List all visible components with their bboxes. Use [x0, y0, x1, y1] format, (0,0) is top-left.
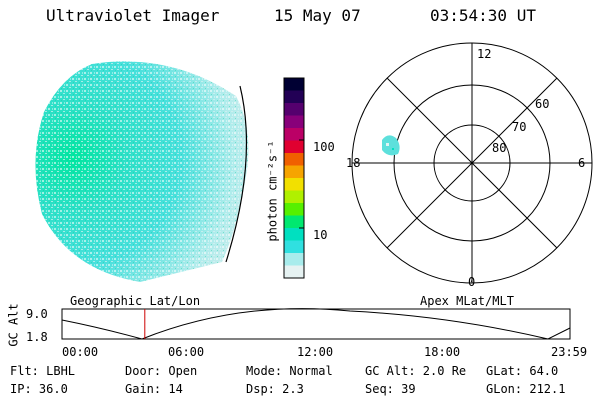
info-ip: IP: 36.0 — [10, 382, 68, 396]
time-tick-1200: 12:00 — [297, 345, 334, 359]
instrument-title: Ultraviolet Imager — [46, 6, 220, 25]
mlt-label-18: 18 — [346, 156, 361, 170]
auroral-blob — [382, 135, 400, 156]
colorbar-segment — [284, 215, 304, 229]
info-door: Door: Open — [125, 364, 198, 378]
colorbar-segment — [284, 103, 304, 116]
colorbar-segment — [284, 265, 304, 279]
mlat-label-60: 60 — [535, 97, 550, 111]
mlat-label-80: 80 — [492, 141, 507, 155]
colorbar-segment — [284, 128, 304, 141]
colorbar-tick-100: 100 — [313, 140, 335, 154]
mlat-label-70: 70 — [512, 120, 527, 134]
date-label: 15 May 07 — [274, 6, 361, 25]
colorbar-segment — [284, 240, 304, 254]
colorbar — [283, 77, 305, 279]
geographic-lat-lon-label: Geographic Lat/Lon — [70, 294, 201, 308]
gc-alt-min-label: 1.8 — [26, 330, 48, 344]
apex-mlat-mlt-label: Apex MLat/MLT — [420, 294, 514, 308]
colorbar-segment — [284, 165, 304, 179]
time-label: 03:54:30 UT — [430, 6, 536, 25]
colorbar-segment — [284, 253, 304, 266]
colorbar-segment — [284, 90, 304, 104]
colorbar-segment — [284, 190, 304, 204]
colorbar-border — [283, 77, 305, 279]
info-mode: Mode: Normal — [246, 364, 333, 378]
mlt-label-0: 0 — [468, 275, 476, 289]
colorbar-segment — [284, 78, 304, 91]
colorbar-segment — [284, 228, 304, 241]
info-glat: GLat: 64.0 — [486, 364, 559, 378]
info-seq: Seq: 39 — [365, 382, 416, 396]
info-flt: Flt: LBHL — [10, 364, 76, 378]
time-tick-0000: 00:00 — [62, 345, 99, 359]
time-tick-0600: 06:00 — [168, 345, 205, 359]
colorbar-segment — [284, 140, 304, 154]
mlt-label-12: 12 — [477, 47, 492, 61]
time-tick-1800: 18:00 — [424, 345, 461, 359]
colorbar-tick-10: 10 — [313, 228, 328, 242]
info-dsp: Dsp: 2.3 — [246, 382, 304, 396]
terminator-line — [225, 85, 248, 263]
orbit-altitude-curve — [61, 308, 571, 340]
info-gain: Gain: 14 — [125, 382, 183, 396]
colorbar-segment — [284, 115, 304, 129]
time-tick-2359: 23:59 — [551, 345, 588, 359]
mlt-label-6: 6 — [578, 156, 586, 170]
gc-alt-max-label: 9.0 — [26, 307, 48, 321]
info-glon: GLon: 212.1 — [486, 382, 566, 396]
colorbar-segment — [284, 153, 304, 166]
colorbar-segment — [284, 203, 304, 216]
colorbar-segment — [284, 178, 304, 191]
info-gc-alt: GC Alt: 2.0 Re — [365, 364, 467, 378]
